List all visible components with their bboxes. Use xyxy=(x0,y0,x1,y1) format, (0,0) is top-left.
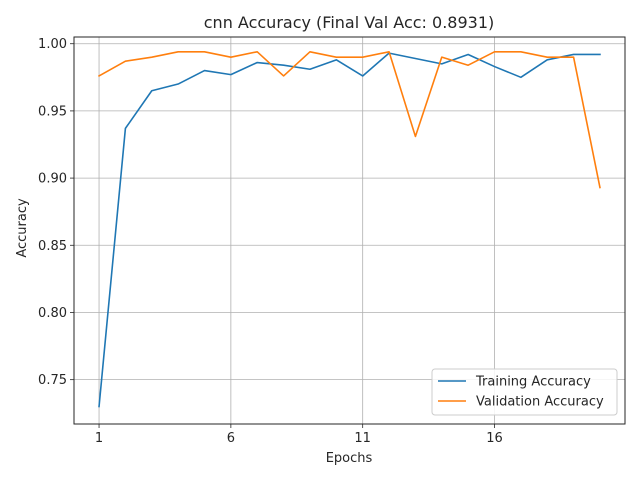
series-layer xyxy=(97,50,601,408)
x-tick-label: 1 xyxy=(95,431,103,446)
y-tick-label: 0.75 xyxy=(38,373,67,388)
x-tick-label: 16 xyxy=(486,431,503,446)
y-tick-label: 0.90 xyxy=(38,172,67,187)
series-line-training xyxy=(98,52,601,408)
legend-box xyxy=(431,368,618,416)
y-tick-label: 0.85 xyxy=(38,239,67,254)
y-tick-label: 0.80 xyxy=(38,306,67,321)
y-axis: 0.75 0.80 0.85 0.90 0.95 1.00 xyxy=(38,37,74,388)
grid-lines xyxy=(74,37,625,424)
legend: Training Accuracy Validation Accuracy xyxy=(431,368,618,416)
x-axis: 1 6 11 16 xyxy=(95,424,503,446)
x-tick-label: 6 xyxy=(227,431,235,446)
y-tick-label: 1.00 xyxy=(38,37,67,52)
legend-label: Training Accuracy xyxy=(475,375,591,390)
y-tick-label: 0.95 xyxy=(38,104,67,119)
series-line-validation xyxy=(97,50,601,189)
y-axis-label: Accuracy xyxy=(15,198,30,258)
x-tick-label: 11 xyxy=(354,431,371,446)
plot-frame xyxy=(73,36,626,425)
x-axis-label: Epochs xyxy=(326,451,373,466)
chart-title: cnn Accuracy (Final Val Acc: 0.8931) xyxy=(204,13,495,32)
legend-label: Validation Accuracy xyxy=(476,395,604,410)
